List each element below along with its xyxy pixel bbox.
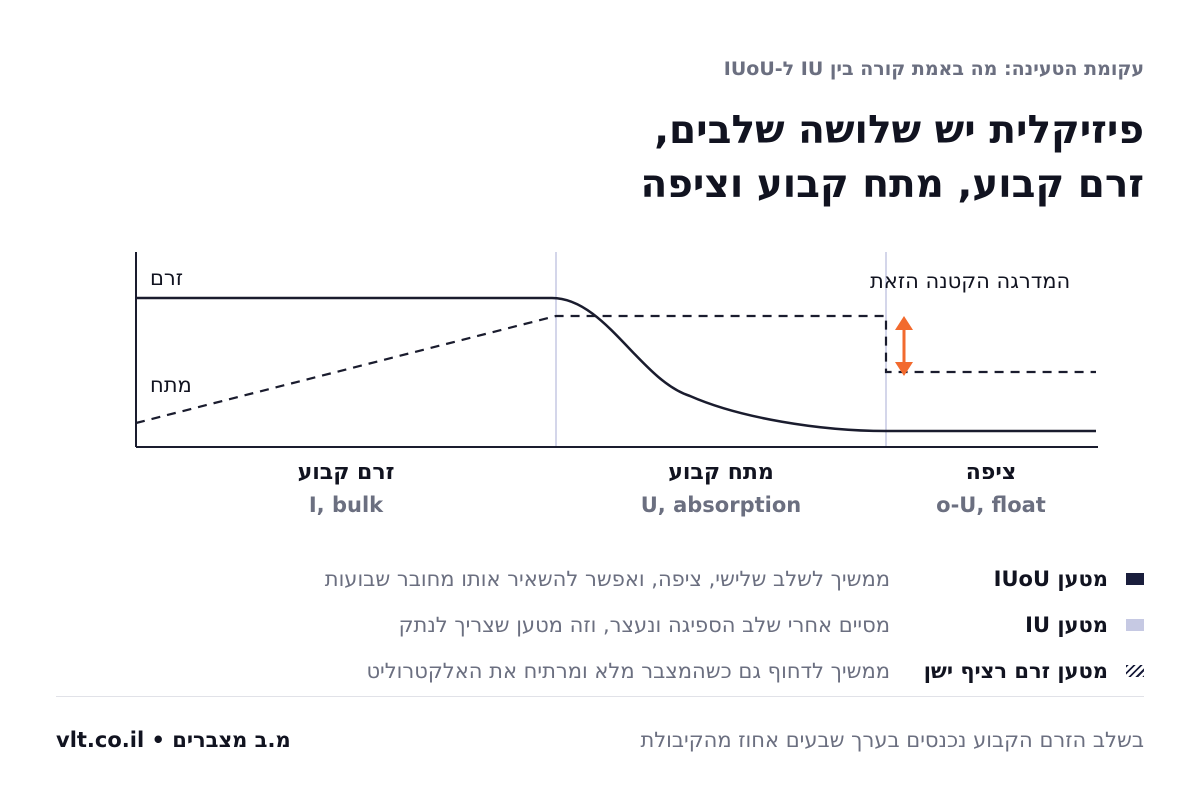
legend-item-old-constant: מטען זרם רציף ישן ממשיך לדחוף גם כשהמצבר… (56, 648, 1144, 694)
legend-item-iuou: מטען IUoU ממשיך לשלב שלישי, ציפה, ואפשר … (56, 556, 1144, 602)
page-title: פיזיקלית יש שלושה שלבים, זרם קבוע, מתח ק… (640, 104, 1144, 212)
current-label: זרם (150, 266, 184, 290)
footer-note: בשלב הזרם הקבוע נכנסים בערך שבעים אחוז מ… (640, 728, 1144, 752)
stage-absorption: מתח קבוע U, absorption (641, 460, 801, 517)
legend: מטען IUoU ממשיך לשלב שלישי, ציפה, ואפשר … (56, 556, 1144, 694)
stage-bulk-sublabel: I, bulk (308, 493, 384, 517)
legend-swatch-solid (1126, 573, 1144, 585)
footer-divider (56, 696, 1144, 697)
brand-link[interactable]: מ.ב מצברים • vlt.co.il (56, 728, 291, 752)
step-annotation: המדרגה הקטנה הזאת (870, 269, 1071, 293)
legend-swatch-hatch (1126, 665, 1144, 677)
legend-item-name: מטען זרם רציף ישן (923, 659, 1108, 683)
stage-bulk: זרם קבוע I, bulk (298, 460, 395, 517)
legend-item-desc: מסיים אחרי שלב הספיגה ונעצר, וזה מטען שצ… (398, 613, 890, 637)
stage-absorption-sublabel: U, absorption (640, 493, 802, 517)
legend-item-desc: ממשיך לשלב שלישי, ציפה, ואפשר להשאיר אות… (324, 567, 890, 591)
stage-float-label: ציפה (965, 460, 1017, 485)
eyebrow-subtitle: עקומת הטעינה: מה באמת קורה בין IU ל-IUoU (723, 58, 1144, 80)
stage-float: ציפה o-U, float (936, 460, 1046, 517)
voltage-curve (135, 314, 1096, 425)
step-arrow-icon (895, 316, 913, 376)
stage-float-sublabel: o-U, float (936, 493, 1046, 517)
legend-item-desc: ממשיך לדחוף גם כשהמצבר מלא ומרתיח את האל… (366, 659, 890, 683)
legend-item-iu: מטען IU מסיים אחרי שלב הספיגה ונעצר, וזה… (56, 602, 1144, 648)
title-line-2: זרם קבוע, מתח קבוע וציפה (640, 162, 1144, 207)
legend-swatch-light (1126, 619, 1144, 631)
legend-item-name: מטען IU (1025, 613, 1108, 637)
legend-item-name: מטען IUoU (993, 567, 1108, 591)
current-curve (136, 296, 1096, 433)
voltage-label: מתח (150, 373, 192, 397)
stage-bulk-label: זרם קבוע (297, 460, 395, 485)
title-line-1: פיזיקלית יש שלושה שלבים, (654, 108, 1144, 153)
stage-absorption-label: מתח קבוע (668, 460, 774, 485)
